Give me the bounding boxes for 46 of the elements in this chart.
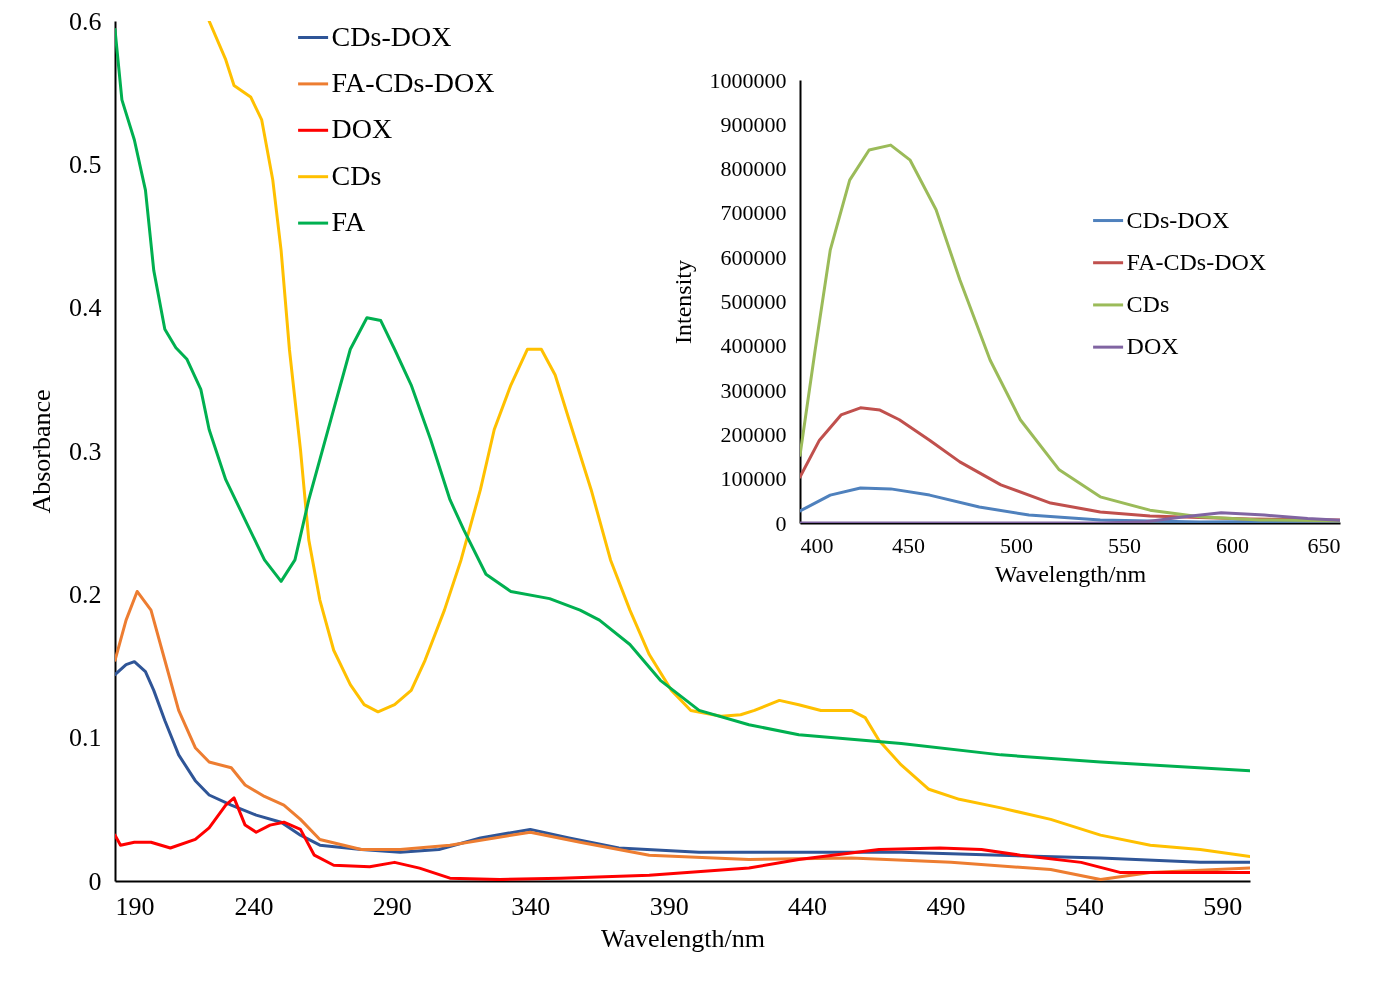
x-tick-label: 290 <box>372 891 412 921</box>
x-tick-label: 540 <box>1064 891 1104 921</box>
y-tick-label: 0 <box>775 510 787 536</box>
x-tick-label: 190 <box>115 891 155 921</box>
x-tick-label: 550 <box>1108 532 1141 558</box>
y-tick-label: 0.5 <box>69 149 102 179</box>
y-tick-label: 400000 <box>720 333 787 359</box>
y-axis-title: Absorbance <box>27 389 56 514</box>
x-tick-label: 500 <box>1000 532 1033 558</box>
x-tick-label: 400 <box>800 532 834 558</box>
legend-label: CDs <box>331 159 382 191</box>
legend-label: DOX <box>331 113 393 145</box>
y-tick-label: 800000 <box>720 156 787 182</box>
x-axis-title: Wavelength/nm <box>601 923 765 953</box>
x-axis-title: Wavelength/nm <box>994 560 1147 587</box>
y-tick-label: 700000 <box>720 200 787 226</box>
y-tick-label: 600000 <box>720 244 787 270</box>
y-tick-label: 0 <box>88 866 102 896</box>
x-tick-label: 340 <box>511 891 551 921</box>
y-tick-label: 300000 <box>720 377 787 403</box>
y-tick-label: 100000 <box>720 466 787 492</box>
x-tick-label: 600 <box>1216 532 1249 558</box>
y-tick-label: 0.4 <box>69 293 102 323</box>
x-tick-label: 650 <box>1307 532 1341 558</box>
x-tick-label: 490 <box>926 891 966 921</box>
x-tick-label: 390 <box>649 891 689 921</box>
y-tick-label: 900000 <box>720 111 787 137</box>
legend-label: CDs-DOX <box>331 20 452 52</box>
legend-label: CDs <box>1126 290 1170 317</box>
x-tick-label: 240 <box>234 891 274 921</box>
legend-label: CDs-DOX <box>1126 206 1230 233</box>
legend-label: FA <box>331 206 367 238</box>
y-axis-title: Intensity <box>669 260 696 344</box>
y-tick-label: 1000000 <box>709 67 787 93</box>
legend-label: DOX <box>1126 333 1179 360</box>
y-tick-label: 0.2 <box>69 579 102 609</box>
y-tick-label: 0.1 <box>69 723 102 753</box>
legend-label: FA-CDs-DOX <box>331 66 495 98</box>
y-tick-label: 500000 <box>720 289 787 314</box>
x-tick-label: 590 <box>1203 891 1243 921</box>
y-tick-label: 0.3 <box>69 436 102 466</box>
y-tick-label: 0.6 <box>69 6 102 36</box>
legend-label: FA-CDs-DOX <box>1126 248 1267 275</box>
x-tick-label: 440 <box>788 891 828 921</box>
x-tick-label: 450 <box>892 532 925 558</box>
y-tick-label: 200000 <box>720 421 787 447</box>
